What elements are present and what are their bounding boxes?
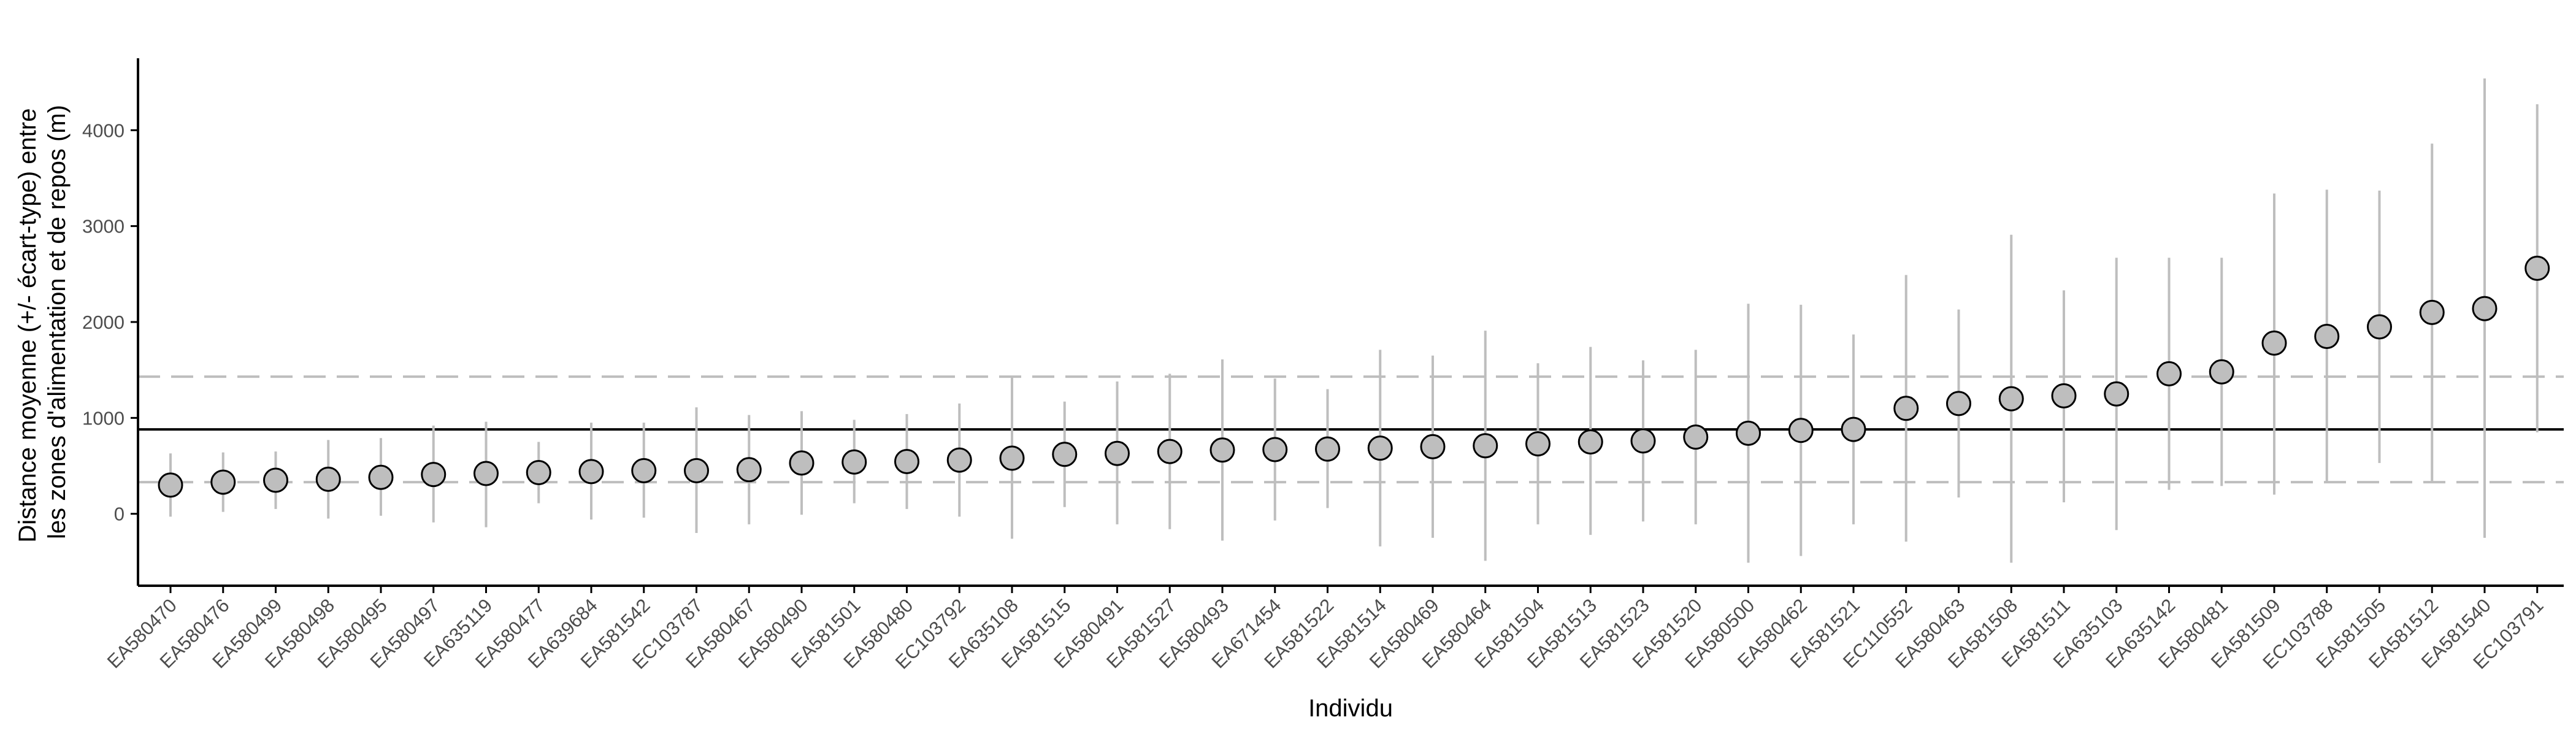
y-axis-title: Distance moyenne (+/- écart-type) entre … (14, 101, 71, 542)
y-axis-title-line-1: Distance moyenne (+/- écart-type) entre (14, 109, 41, 543)
point-EA671454 (1262, 437, 1288, 462)
point-EA581527 (1157, 439, 1183, 464)
y-tick-label: 4000 (82, 120, 125, 141)
point-EA580464 (1473, 433, 1498, 459)
point-EA581509 (2261, 330, 2287, 356)
point-EC103791 (2524, 255, 2550, 281)
x-ticks: EA580470EA580476EA580499EA580498EA580495… (103, 586, 2548, 673)
point-EA580500 (1736, 420, 1761, 446)
point-EA639684 (578, 459, 604, 485)
points (158, 255, 2550, 498)
point-EA581512 (2419, 299, 2445, 325)
axes (137, 58, 2564, 587)
point-EA580499 (263, 467, 288, 493)
point-EA635119 (473, 461, 499, 486)
point-EA580467 (736, 457, 762, 483)
point-EA580493 (1209, 437, 1235, 463)
y-tick-label: 2000 (82, 312, 125, 333)
point-EA580498 (315, 466, 341, 492)
point-EA581521 (1841, 416, 1866, 442)
point-EA580481 (2209, 359, 2234, 385)
point-EA635103 (2104, 381, 2129, 407)
point-EA581523 (1630, 428, 1656, 454)
errorbars (169, 78, 2539, 563)
point-EA580477 (526, 459, 551, 485)
y-tick-label: 3000 (82, 216, 125, 237)
point-EA580491 (1105, 440, 1130, 466)
point-EA580469 (1420, 434, 1446, 459)
y-tick-label: 0 (114, 504, 125, 525)
y-axis-title-line-2: les zones d'alimentation et de repos (m) (44, 105, 71, 539)
point-EA581504 (1525, 431, 1551, 457)
point-EA580497 (421, 462, 447, 488)
point-EC103788 (2314, 323, 2340, 349)
reference-lines (138, 375, 2564, 484)
point-EA581505 (2367, 314, 2392, 340)
point-EA580476 (210, 469, 236, 495)
point-EA581520 (1683, 424, 1709, 450)
x-axis-title: Individu (1308, 695, 1393, 722)
point-EC110552 (1893, 396, 1919, 421)
point-EC103787 (684, 458, 709, 483)
point-EA581514 (1367, 435, 1393, 461)
point-EA635108 (999, 445, 1025, 471)
point-EA581522 (1315, 436, 1340, 462)
y-tick-label: 1000 (82, 407, 125, 429)
point-EA580495 (368, 464, 394, 490)
point-EA580462 (1788, 418, 1814, 443)
point-EA581508 (1998, 386, 2024, 412)
y-ticks: 0 1000 2000 3000 4000 (82, 120, 138, 525)
point-EA580463 (1946, 391, 1971, 416)
point-EA581515 (1052, 442, 1078, 467)
point-EA581540 (2472, 296, 2497, 321)
point-EA581511 (2051, 383, 2077, 408)
point-EA581542 (631, 458, 657, 483)
point-EA580490 (789, 450, 815, 476)
point-EA581513 (1577, 429, 1603, 454)
point-EA581501 (841, 449, 867, 475)
point-EC103792 (946, 447, 972, 473)
point-EA580470 (158, 472, 183, 498)
point-EA635142 (2156, 361, 2182, 386)
point-EA580480 (894, 449, 919, 475)
